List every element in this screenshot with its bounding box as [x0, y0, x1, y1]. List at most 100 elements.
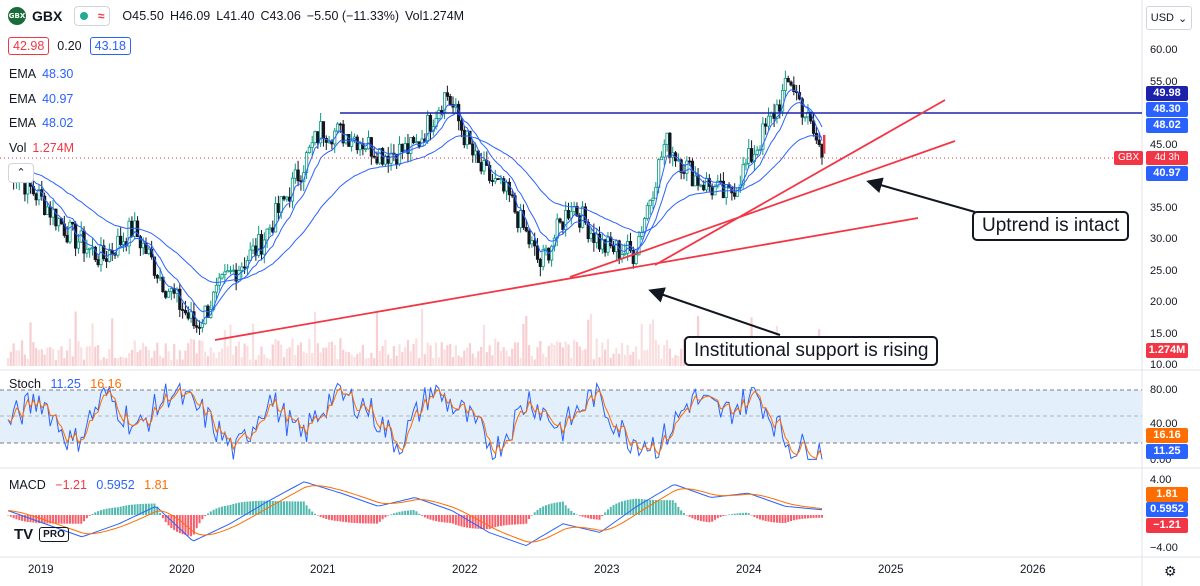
volume-bar — [170, 359, 173, 366]
candle-body — [521, 210, 526, 228]
annotation-support[interactable]: Institutional support is rising — [684, 336, 939, 366]
macd-hist-bar — [209, 511, 212, 515]
macd-hist-bar — [381, 515, 384, 520]
candle-body — [251, 245, 255, 251]
macd-hist-bar — [623, 500, 626, 515]
symbol-name[interactable]: GBX — [32, 8, 63, 24]
indicator-value: 1.274M — [32, 141, 75, 155]
volume-bar — [150, 357, 153, 366]
candle-body — [195, 325, 199, 328]
macd-hist-bar — [516, 515, 519, 525]
macd-hist-bar — [114, 507, 117, 515]
macd-hist-bar — [471, 515, 474, 529]
macd-hist-bar — [663, 500, 666, 515]
volume-bar — [412, 344, 415, 366]
candle-body — [786, 77, 790, 83]
ema-lines — [7, 89, 823, 324]
macd-hist-bar — [733, 513, 736, 515]
bid-price[interactable]: 42.98 — [8, 37, 50, 55]
volume-bar — [274, 339, 277, 366]
volume-bar — [646, 349, 649, 366]
macd-hist-bar — [725, 515, 728, 516]
volume-bar — [271, 344, 274, 366]
macd-hist-bar — [83, 515, 86, 522]
macd-hist-bar — [359, 515, 362, 524]
indicator-ema-3[interactable]: EMA 48.02 — [9, 116, 73, 130]
bar-countdown: 4d 3h — [1146, 151, 1188, 165]
volume-bar — [404, 347, 407, 366]
candle-body — [96, 259, 100, 266]
macd-hist-bar — [328, 515, 331, 520]
volume-bar — [491, 355, 494, 366]
macd-hist-bar — [747, 513, 750, 515]
macd-hist-bar — [226, 505, 229, 515]
x-tick: 2022 — [452, 564, 478, 576]
symbol-header: GBX GBX ≈ O45.50 H46.09 L41.40 C43.06 −5… — [8, 5, 464, 27]
indicator-ema-2[interactable]: EMA 40.97 — [9, 92, 73, 106]
candle-body — [803, 116, 807, 119]
settings-gear-icon[interactable]: ⚙ — [1164, 563, 1177, 579]
macd-hist-bar — [680, 510, 683, 515]
candle-body — [200, 323, 204, 328]
volume-bar — [437, 357, 441, 366]
volume-bar — [626, 345, 629, 366]
annotation-uptrend[interactable]: Uptrend is intact — [972, 211, 1130, 241]
volume-bar — [212, 352, 215, 366]
macd-hist-bar — [491, 515, 494, 528]
volume-bar — [229, 324, 232, 366]
macd-hist-bar — [485, 515, 488, 530]
candle-body — [223, 271, 227, 276]
macd-hist-bar — [671, 500, 674, 515]
indicator-volume[interactable]: Vol 1.274M — [9, 141, 74, 155]
collapse-indicators-button[interactable]: ⌃ — [8, 163, 34, 183]
candle-body — [623, 252, 627, 255]
macd-hist-bar — [606, 509, 609, 515]
stoch-legend[interactable]: Stoch 11.25 16.16 — [9, 377, 122, 391]
macd-hist-bar — [271, 500, 274, 515]
macd-hist-bar — [790, 515, 793, 521]
candle-body — [110, 250, 114, 254]
macd-hist-bar — [702, 515, 705, 522]
candle-body — [583, 206, 588, 223]
macd-hist-bar — [505, 515, 508, 526]
volume-bar — [29, 322, 32, 366]
volume-bar — [97, 345, 100, 366]
macd-hist-bar — [37, 515, 40, 524]
tradingview-logo[interactable]: TV PRO — [14, 526, 69, 543]
candle-body — [634, 254, 638, 264]
candle-body — [488, 165, 492, 181]
macd-hist-bar — [421, 515, 424, 516]
macd-hist-bar — [657, 500, 660, 515]
macd-hist-value: −1.21 — [55, 478, 87, 492]
macd-hist-bar — [798, 515, 801, 520]
volume-bar — [446, 345, 449, 366]
indicator-ema-1[interactable]: EMA 48.30 — [9, 67, 73, 81]
macd-hist-bar — [601, 515, 604, 517]
volume-bar — [156, 342, 159, 366]
candle-body — [73, 223, 78, 249]
candle-body — [34, 193, 38, 201]
volume-bar — [198, 340, 201, 366]
trendline-mid[interactable] — [569, 140, 956, 278]
volume-bar — [12, 343, 15, 366]
market-status-button[interactable]: ≈ — [74, 6, 111, 26]
macd-hist-bar — [246, 501, 249, 515]
trendline-long[interactable] — [214, 217, 919, 341]
macd-hist-bar — [499, 515, 502, 526]
volume-bar — [367, 357, 370, 366]
candle-body — [37, 189, 41, 201]
trendline-short[interactable] — [654, 99, 946, 266]
currency-selector[interactable]: USD ⌄ — [1146, 6, 1192, 30]
volume-bar — [251, 323, 255, 366]
candle-body — [364, 148, 368, 151]
macd-hist-bar — [744, 512, 747, 515]
candle-body — [820, 144, 824, 158]
macd-hist-bar — [699, 515, 702, 521]
volume-bar — [671, 357, 674, 366]
candle-body — [242, 266, 247, 269]
macd-hist-bar — [74, 515, 77, 524]
macd-legend[interactable]: MACD −1.21 0.5952 1.81 — [9, 478, 168, 492]
ask-price[interactable]: 43.18 — [89, 37, 131, 55]
